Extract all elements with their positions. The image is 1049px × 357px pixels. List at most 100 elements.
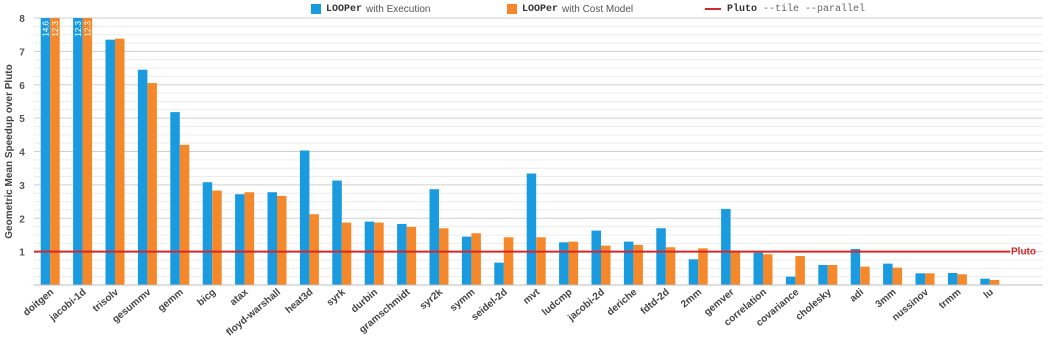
y-axis-label: Geometric Mean Speedup over Pluto [4,64,15,238]
bar-execution-seidel-2d [494,262,504,285]
bar-execution-ludcmp [559,242,569,285]
bar-execution-trmm [947,272,958,285]
bar-execution-nussinov [915,273,925,285]
bar-cost-model-atax [244,192,255,285]
legend-execution-swatch [311,4,321,14]
bar-execution-trisolv [105,39,115,285]
legend-pluto: Pluto --tile --parallel [705,2,865,16]
legend-cost-model: LOOPer with Cost Model [507,2,633,16]
bar-cost-model-jacobi-2d [601,245,611,285]
data-label-bar-execution-jacobi-1d: 12.3 [74,20,83,36]
pluto-reference-label: Pluto [1011,247,1036,258]
bar-execution-syr2k [429,189,439,285]
data-label-bar-cost-model-doitgen: 12.3 [51,20,60,36]
x-tick-label-2mm: 2mm [679,287,704,311]
bar-execution-gesummv [137,69,148,285]
bar-cost-model-doitgen [50,18,60,285]
bar-cost-model-trisolv [115,38,125,285]
x-tick-label-adi: adi [848,287,866,305]
y-tick-label: 8 [19,14,25,25]
bar-execution-gemm [170,112,180,286]
bar-execution-floyd-warshall [267,192,277,285]
x-tick-label-symm: symm [448,287,477,314]
y-tick-label: 1 [19,248,25,259]
legend-execution-text: with Execution [366,3,431,15]
bar-cost-model-jacobi-1d [82,18,93,285]
bar-cost-model-gemver [730,250,741,285]
bar-cost-model-cholesky [827,264,838,285]
bar-cost-model-gramschmidt [406,226,417,285]
x-tick-label-atax: atax [228,287,251,309]
bar-cost-model-seidel-2d [503,237,514,285]
bar-cost-model-deriche [633,244,643,285]
x-tick-label-deriche: deriche [605,287,640,319]
legend-pluto-swatch [705,8,721,10]
y-tick-label: 2 [19,214,25,225]
bar-execution-heat3d [299,150,310,285]
legend-cost-model-swatch [507,4,517,14]
data-label-bar-cost-model-jacobi-1d: 12.3 [83,20,92,36]
x-tick-label-3mm: 3mm [874,287,899,311]
bar-cost-model-gemm [179,144,190,285]
bar-cost-model-2mm [698,248,708,285]
bar-execution-bicg [202,182,213,285]
legend-pluto-text: --tile --parallel [763,3,866,15]
bar-execution-doitgen [40,18,51,285]
legend-pluto-mono: Pluto [727,3,758,15]
bar-cost-model-bicg [212,190,222,285]
bar-execution-cholesky [818,264,828,285]
bar-execution-2mm [688,259,699,285]
bar-cost-model-correlation [763,254,773,285]
bar-cost-model-fdtd-2d [665,247,676,285]
bar-cost-model-syrk [341,222,352,285]
x-tick-label-nussinov: nussinov [890,287,931,324]
bar-cost-model-floyd-warshall [277,195,287,285]
bar-execution-lu [980,278,990,285]
x-tick-label-bicg: bicg [195,287,218,309]
legend-cost-model-text: with Cost Model [562,3,634,15]
x-tick-label-cholesky: cholesky [794,287,834,323]
bar-execution-mvt [526,173,537,285]
x-tick-label-fdtd-2d: fdtd-2d [639,287,672,317]
bar-execution-gramschmidt [397,223,407,285]
x-tick-label-lu: lu [982,287,996,301]
bar-cost-model-3mm [892,267,903,285]
x-tick-label-syrk: syrk [325,287,348,309]
bar-cost-model-heat3d [309,214,319,285]
bar-cost-model-gesummv [147,83,157,285]
bar-cost-model-symm [471,233,481,285]
bar-execution-gemver [721,208,731,285]
bar-execution-symm [461,236,472,285]
x-tick-label-heat3d: heat3d [284,287,316,316]
bar-execution-covariance [785,276,796,285]
y-tick-label: 5 [19,114,25,125]
x-tick-label-syr2k: syr2k [418,287,445,313]
bar-cost-model-nussinov [925,273,935,285]
y-tick-label: 3 [19,181,25,192]
bar-execution-correlation [753,252,763,285]
bar-cost-model-lu [989,279,1000,285]
legend-cost-model-mono: LOOPer [522,3,559,15]
bar-cost-model-durbin [374,222,384,285]
x-tick-label-seidel-2d: seidel-2d [469,287,509,323]
bar-execution-jacobi-2d [591,230,601,285]
y-tick-label: 6 [19,81,25,92]
data-label-bar-execution-doitgen: 14.6 [41,20,50,36]
x-tick-label-mvt: mvt [521,286,542,306]
bar-execution-fdtd-2d [656,228,666,285]
y-tick-label: 4 [19,148,25,159]
bar-cost-model-covariance [795,255,805,285]
bar-cost-model-ludcmp [568,241,579,285]
bar-execution-3mm [883,263,893,285]
bar-execution-atax [235,194,245,285]
bar-execution-syrk [332,180,342,285]
bar-cost-model-trmm [957,274,967,285]
x-tick-label-gemm: gemm [156,287,186,314]
legend-execution-mono: LOOPer [326,3,363,15]
y-tick-label: 7 [19,47,25,58]
bar-cost-model-adi [860,266,870,285]
bar-execution-durbin [364,221,375,285]
bar-cost-model-syr2k [439,228,449,285]
x-tick-label-trmm: trmm [937,287,963,312]
